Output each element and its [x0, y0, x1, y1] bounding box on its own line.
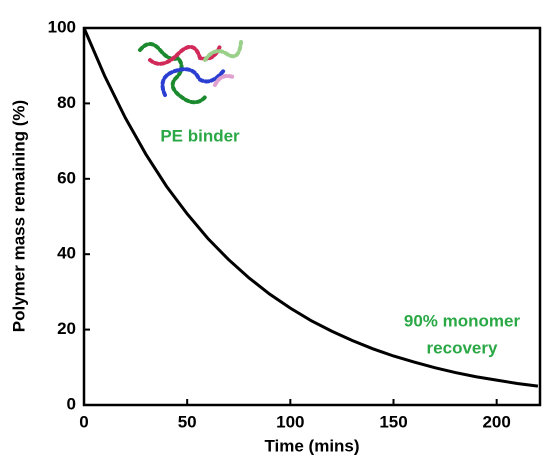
polymer-icon — [138, 40, 243, 105]
y-tick-label: 0 — [67, 394, 76, 413]
x-tick-label: 0 — [79, 412, 88, 431]
x-axis-title: Time (mins) — [264, 436, 359, 455]
plot-frame — [82, 26, 542, 407]
y-tick-label: 20 — [57, 319, 76, 338]
y-tick-label: 100 — [48, 17, 76, 36]
x-tick-label: 200 — [482, 412, 510, 431]
y-tick-label: 80 — [57, 93, 76, 112]
x-tick-label: 50 — [178, 412, 197, 431]
x-tick-label: 100 — [276, 412, 304, 431]
y-tick-label: 40 — [57, 244, 76, 263]
annotation: 90% monomer — [404, 311, 521, 330]
annotation: PE binder — [160, 126, 240, 145]
annotation: recovery — [427, 338, 498, 357]
x-tick-label: 150 — [379, 412, 407, 431]
curve — [82, 27, 539, 388]
y-axis-title: Polymer mass remaining (%) — [9, 100, 28, 332]
y-tick-label: 60 — [57, 168, 76, 187]
